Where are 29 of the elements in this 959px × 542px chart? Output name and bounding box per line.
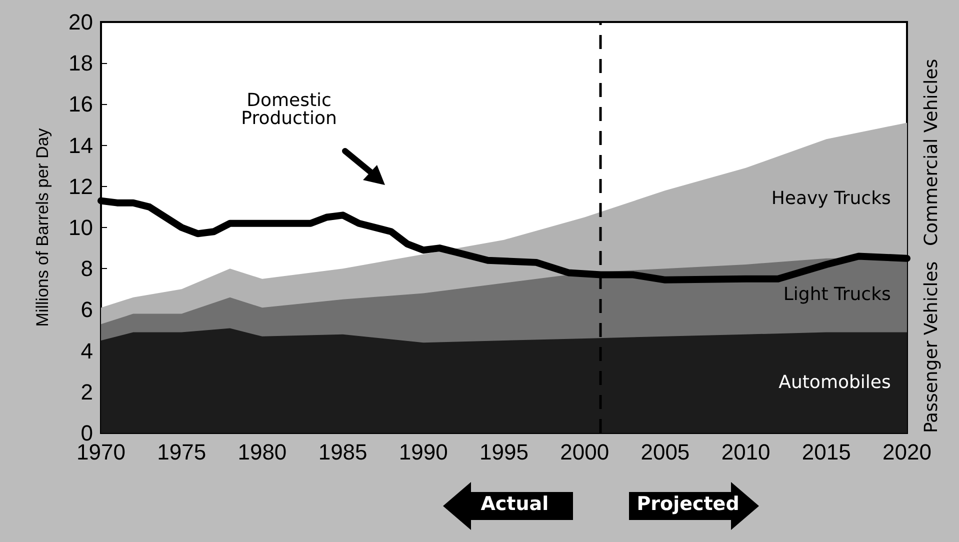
text: Domestic Production bbox=[241, 90, 337, 129]
y-tick-label: 10 bbox=[68, 215, 93, 240]
text: Commercial Vehicles bbox=[921, 59, 942, 246]
x-tick-label: 2020 bbox=[882, 440, 932, 464]
y-tick-label: 20 bbox=[68, 10, 93, 34]
series-label: Automobiles bbox=[778, 372, 891, 393]
series-label: Light Trucks bbox=[783, 284, 891, 306]
text: Projected bbox=[636, 493, 740, 515]
y-tick-label: 2 bbox=[80, 379, 93, 404]
y-axis-title: Millions of Barrels per Day bbox=[33, 128, 52, 327]
text: Actual bbox=[480, 493, 549, 515]
x-tick-label: 1975 bbox=[157, 440, 206, 464]
y-tick-label: 8 bbox=[80, 256, 93, 282]
text: Passenger Vehicles bbox=[921, 261, 942, 433]
y-tick-label: 14 bbox=[68, 132, 93, 158]
y-tick-label: 6 bbox=[80, 297, 93, 322]
y-tick-label: 18 bbox=[68, 50, 93, 76]
y-tick-label: 12 bbox=[68, 174, 93, 199]
x-tick-label: 2010 bbox=[721, 440, 770, 464]
x-tick-label: 1985 bbox=[318, 440, 368, 464]
x-tick-label: 2015 bbox=[802, 440, 851, 464]
x-tick-label: 2000 bbox=[560, 440, 610, 464]
y-tick-label: 16 bbox=[68, 92, 93, 117]
x-tick-label: 1980 bbox=[238, 440, 287, 464]
x-tick-label: 1995 bbox=[480, 440, 528, 464]
x-tick-label: 1990 bbox=[398, 440, 448, 464]
x-tick-label: 2005 bbox=[640, 440, 690, 464]
series-label: Heavy Trucks bbox=[771, 188, 891, 209]
y-tick-label: 4 bbox=[80, 338, 93, 364]
